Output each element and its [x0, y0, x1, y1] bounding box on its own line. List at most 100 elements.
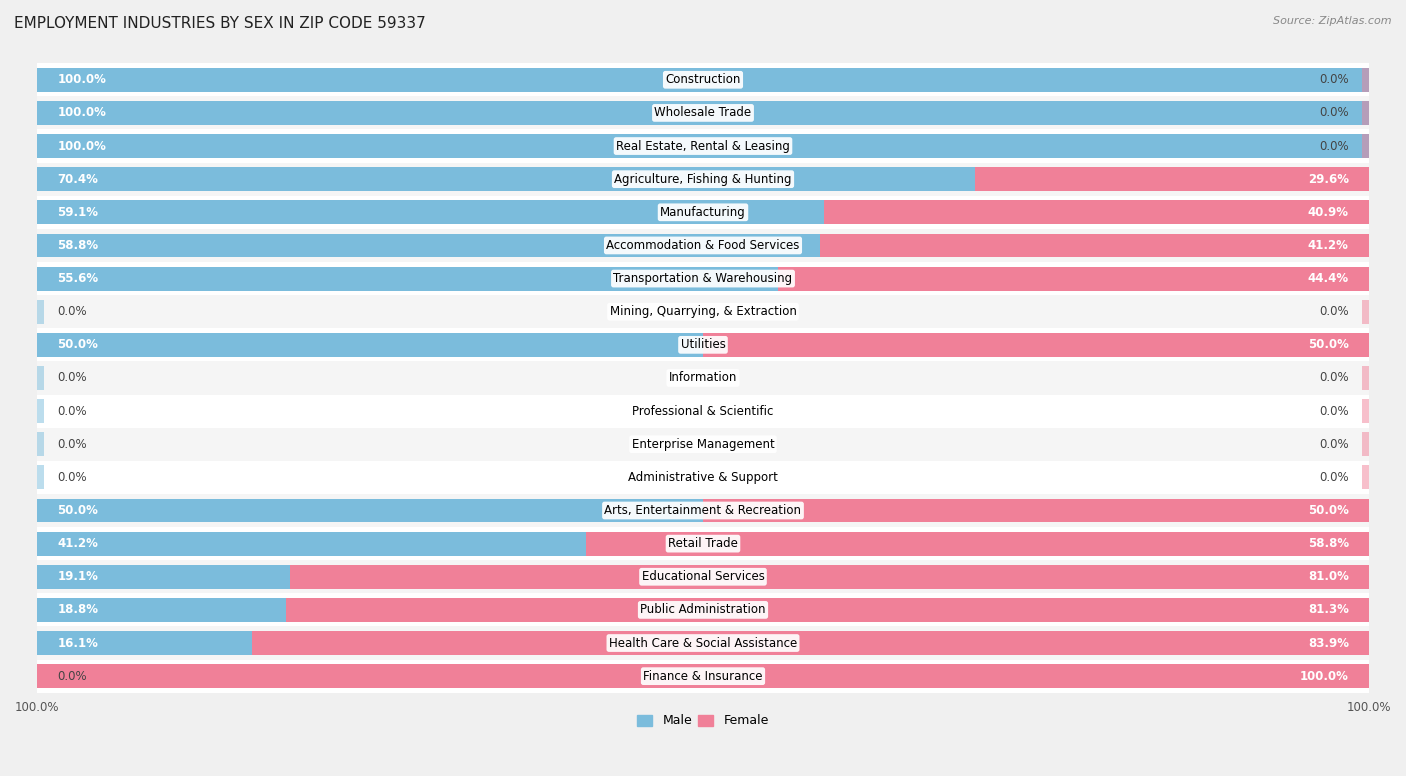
Text: 0.0%: 0.0%: [1319, 372, 1348, 384]
Bar: [824, 200, 1369, 224]
Bar: [37, 664, 44, 688]
Bar: [290, 565, 1369, 589]
Text: 0.0%: 0.0%: [1319, 471, 1348, 484]
Text: Health Care & Social Assistance: Health Care & Social Assistance: [609, 636, 797, 650]
Text: 44.4%: 44.4%: [1308, 272, 1348, 285]
Text: 19.1%: 19.1%: [58, 570, 98, 584]
Bar: [37, 532, 586, 556]
Text: 81.0%: 81.0%: [1308, 570, 1348, 584]
Text: Utilities: Utilities: [681, 338, 725, 352]
Bar: [820, 234, 1369, 258]
Text: 50.0%: 50.0%: [1308, 338, 1348, 352]
Text: 50.0%: 50.0%: [58, 338, 98, 352]
Text: 70.4%: 70.4%: [58, 173, 98, 185]
Bar: [1362, 466, 1369, 490]
Bar: [1362, 432, 1369, 456]
Text: 0.0%: 0.0%: [1319, 438, 1348, 451]
Text: 50.0%: 50.0%: [1308, 504, 1348, 517]
Bar: [37, 262, 1369, 295]
Text: 41.2%: 41.2%: [58, 537, 98, 550]
Text: 16.1%: 16.1%: [58, 636, 98, 650]
Bar: [37, 130, 1369, 163]
Bar: [37, 229, 1369, 262]
Text: 58.8%: 58.8%: [58, 239, 98, 252]
Text: 41.2%: 41.2%: [1308, 239, 1348, 252]
Bar: [703, 333, 1369, 357]
Text: EMPLOYMENT INDUSTRIES BY SEX IN ZIP CODE 59337: EMPLOYMENT INDUSTRIES BY SEX IN ZIP CODE…: [14, 16, 426, 30]
Bar: [287, 598, 1369, 622]
Bar: [1362, 366, 1369, 390]
Bar: [1362, 101, 1369, 125]
Bar: [37, 134, 1369, 158]
Text: 50.0%: 50.0%: [58, 504, 98, 517]
Text: Enterprise Management: Enterprise Management: [631, 438, 775, 451]
Text: 59.1%: 59.1%: [58, 206, 98, 219]
Text: 0.0%: 0.0%: [58, 372, 87, 384]
Bar: [37, 660, 1369, 693]
Text: Arts, Entertainment & Recreation: Arts, Entertainment & Recreation: [605, 504, 801, 517]
Text: 58.8%: 58.8%: [1308, 537, 1348, 550]
Text: Accommodation & Food Services: Accommodation & Food Services: [606, 239, 800, 252]
Text: 100.0%: 100.0%: [58, 106, 105, 120]
Text: 0.0%: 0.0%: [58, 670, 87, 683]
Text: 83.9%: 83.9%: [1308, 636, 1348, 650]
Bar: [37, 565, 291, 589]
Legend: Male, Female: Male, Female: [633, 709, 773, 733]
Text: Public Administration: Public Administration: [640, 604, 766, 616]
Bar: [974, 168, 1369, 191]
Text: 29.6%: 29.6%: [1308, 173, 1348, 185]
Text: 0.0%: 0.0%: [58, 471, 87, 484]
Text: 100.0%: 100.0%: [58, 73, 105, 86]
Bar: [37, 333, 703, 357]
Text: 18.8%: 18.8%: [58, 604, 98, 616]
Bar: [1362, 134, 1369, 158]
Text: Educational Services: Educational Services: [641, 570, 765, 584]
Bar: [37, 328, 1369, 362]
Bar: [37, 68, 1369, 92]
Bar: [1362, 300, 1369, 324]
Text: Source: ZipAtlas.com: Source: ZipAtlas.com: [1274, 16, 1392, 26]
Text: Administrative & Support: Administrative & Support: [628, 471, 778, 484]
Bar: [703, 498, 1369, 522]
Bar: [37, 96, 1369, 130]
Text: Agriculture, Fishing & Hunting: Agriculture, Fishing & Hunting: [614, 173, 792, 185]
Bar: [37, 466, 44, 490]
Bar: [37, 598, 288, 622]
Bar: [37, 234, 820, 258]
Bar: [252, 631, 1369, 655]
Bar: [37, 63, 1369, 96]
Bar: [37, 200, 824, 224]
Text: Transportation & Warehousing: Transportation & Warehousing: [613, 272, 793, 285]
Bar: [37, 394, 1369, 428]
Text: 0.0%: 0.0%: [1319, 73, 1348, 86]
Bar: [37, 267, 778, 290]
Text: Real Estate, Rental & Leasing: Real Estate, Rental & Leasing: [616, 140, 790, 153]
Text: 0.0%: 0.0%: [58, 404, 87, 417]
Text: 0.0%: 0.0%: [58, 438, 87, 451]
Text: Professional & Scientific: Professional & Scientific: [633, 404, 773, 417]
Bar: [37, 163, 1369, 196]
Bar: [37, 498, 703, 522]
Bar: [37, 664, 1369, 688]
Bar: [37, 168, 974, 191]
Bar: [37, 527, 1369, 560]
Text: Wholesale Trade: Wholesale Trade: [654, 106, 752, 120]
Text: Mining, Quarrying, & Extraction: Mining, Quarrying, & Extraction: [610, 305, 796, 318]
Bar: [37, 594, 1369, 626]
Bar: [37, 362, 1369, 394]
Bar: [37, 461, 1369, 494]
Text: 100.0%: 100.0%: [1301, 670, 1348, 683]
Text: 81.3%: 81.3%: [1308, 604, 1348, 616]
Bar: [37, 399, 44, 423]
Bar: [37, 631, 252, 655]
Text: Manufacturing: Manufacturing: [661, 206, 745, 219]
Text: Retail Trade: Retail Trade: [668, 537, 738, 550]
Text: 40.9%: 40.9%: [1308, 206, 1348, 219]
Bar: [37, 101, 1369, 125]
Bar: [1362, 399, 1369, 423]
Bar: [1362, 68, 1369, 92]
Bar: [37, 295, 1369, 328]
Bar: [37, 300, 44, 324]
Bar: [778, 267, 1369, 290]
Bar: [37, 366, 44, 390]
